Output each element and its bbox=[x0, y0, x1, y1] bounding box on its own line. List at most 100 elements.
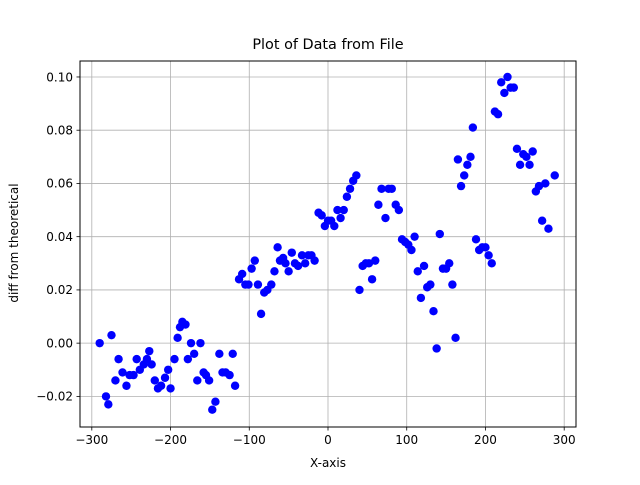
data-point bbox=[186, 338, 196, 348]
data-point bbox=[244, 280, 253, 289]
data-point bbox=[129, 370, 138, 380]
data-point bbox=[374, 200, 383, 209]
data-point bbox=[448, 280, 457, 289]
data-point bbox=[111, 376, 120, 385]
data-point bbox=[345, 184, 355, 193]
data-point bbox=[204, 376, 214, 385]
data-point bbox=[352, 171, 361, 180]
data-point bbox=[215, 349, 224, 358]
data-point bbox=[237, 269, 247, 279]
data-point bbox=[170, 354, 179, 364]
data-point bbox=[537, 216, 547, 225]
y-tick-label: −0.02 bbox=[36, 390, 73, 404]
data-point bbox=[463, 160, 472, 170]
data-point bbox=[445, 259, 454, 268]
data-point bbox=[522, 152, 531, 162]
data-point bbox=[267, 280, 276, 289]
data-point bbox=[339, 205, 348, 215]
data-point bbox=[525, 160, 534, 170]
data-point bbox=[300, 259, 310, 268]
x-tick-label: −300 bbox=[75, 433, 108, 447]
data-point bbox=[497, 78, 506, 87]
y-tick-label: 0.00 bbox=[46, 336, 73, 350]
data-point bbox=[330, 221, 339, 231]
data-point bbox=[387, 184, 396, 193]
data-point bbox=[534, 181, 544, 191]
data-point bbox=[453, 155, 463, 164]
data-point bbox=[247, 264, 256, 273]
data-point bbox=[468, 123, 478, 132]
y-axis-label: diff from theoretical bbox=[7, 183, 21, 302]
data-point bbox=[471, 235, 481, 244]
data-point bbox=[371, 256, 380, 265]
data-point bbox=[281, 259, 290, 268]
data-point bbox=[101, 392, 111, 401]
data-point bbox=[413, 267, 422, 276]
data-point bbox=[367, 275, 377, 284]
data-point bbox=[107, 330, 116, 340]
data-point bbox=[95, 338, 104, 348]
data-point bbox=[451, 333, 460, 343]
y-tick-label: 0.08 bbox=[46, 124, 73, 138]
x-tick-label: 0 bbox=[324, 433, 332, 447]
data-point bbox=[426, 280, 435, 289]
data-point bbox=[410, 232, 419, 241]
data-point bbox=[183, 354, 193, 364]
data-point bbox=[156, 381, 166, 390]
data-point bbox=[407, 245, 416, 255]
data-point bbox=[466, 152, 475, 162]
data-point bbox=[147, 360, 156, 369]
x-axis-label: X-axis bbox=[310, 456, 346, 470]
data-point bbox=[173, 333, 182, 343]
data-point bbox=[394, 205, 404, 215]
y-tick-label: 0.06 bbox=[46, 177, 73, 191]
y-axis-ticks: −0.02 0.00 0.02 0.04 0.06 0.08 0.10 bbox=[36, 70, 80, 404]
data-point bbox=[381, 213, 390, 223]
data-point bbox=[364, 259, 374, 268]
data-point bbox=[509, 83, 519, 92]
y-tick-label: 0.10 bbox=[46, 70, 73, 84]
data-point bbox=[456, 181, 466, 191]
data-point bbox=[104, 400, 113, 409]
data-point bbox=[253, 280, 263, 289]
data-point bbox=[228, 349, 237, 358]
data-point bbox=[256, 309, 266, 319]
data-point bbox=[225, 370, 234, 380]
data-point bbox=[196, 338, 205, 348]
data-point bbox=[541, 179, 550, 188]
x-tick-label: 200 bbox=[474, 433, 497, 447]
data-point bbox=[432, 344, 441, 353]
data-point bbox=[208, 405, 217, 414]
data-point bbox=[287, 248, 296, 257]
data-point bbox=[377, 184, 386, 193]
data-point bbox=[114, 354, 123, 364]
data-point bbox=[429, 307, 438, 316]
data-point bbox=[503, 72, 512, 82]
data-point bbox=[493, 110, 503, 119]
data-point bbox=[550, 171, 559, 180]
data-point bbox=[284, 267, 293, 276]
data-point bbox=[336, 213, 345, 223]
y-tick-label: 0.02 bbox=[46, 283, 73, 297]
data-point bbox=[150, 376, 159, 385]
y-tick-label: 0.04 bbox=[46, 230, 73, 244]
data-point bbox=[310, 256, 319, 265]
data-point bbox=[118, 368, 127, 377]
data-point bbox=[515, 160, 525, 170]
chart-title: Plot of Data from File bbox=[252, 37, 403, 53]
data-point bbox=[342, 192, 352, 201]
data-point bbox=[189, 349, 199, 358]
data-point bbox=[270, 267, 279, 276]
x-tick-label: −200 bbox=[154, 433, 187, 447]
data-point bbox=[273, 243, 282, 252]
data-point bbox=[481, 243, 490, 252]
x-axis-ticks: −300 −200 −100 0 100 200 300 bbox=[75, 427, 576, 447]
data-point bbox=[512, 144, 522, 154]
data-point bbox=[181, 320, 190, 329]
x-tick-label: −100 bbox=[233, 433, 266, 447]
data-point bbox=[460, 171, 469, 180]
data-point bbox=[500, 88, 509, 98]
